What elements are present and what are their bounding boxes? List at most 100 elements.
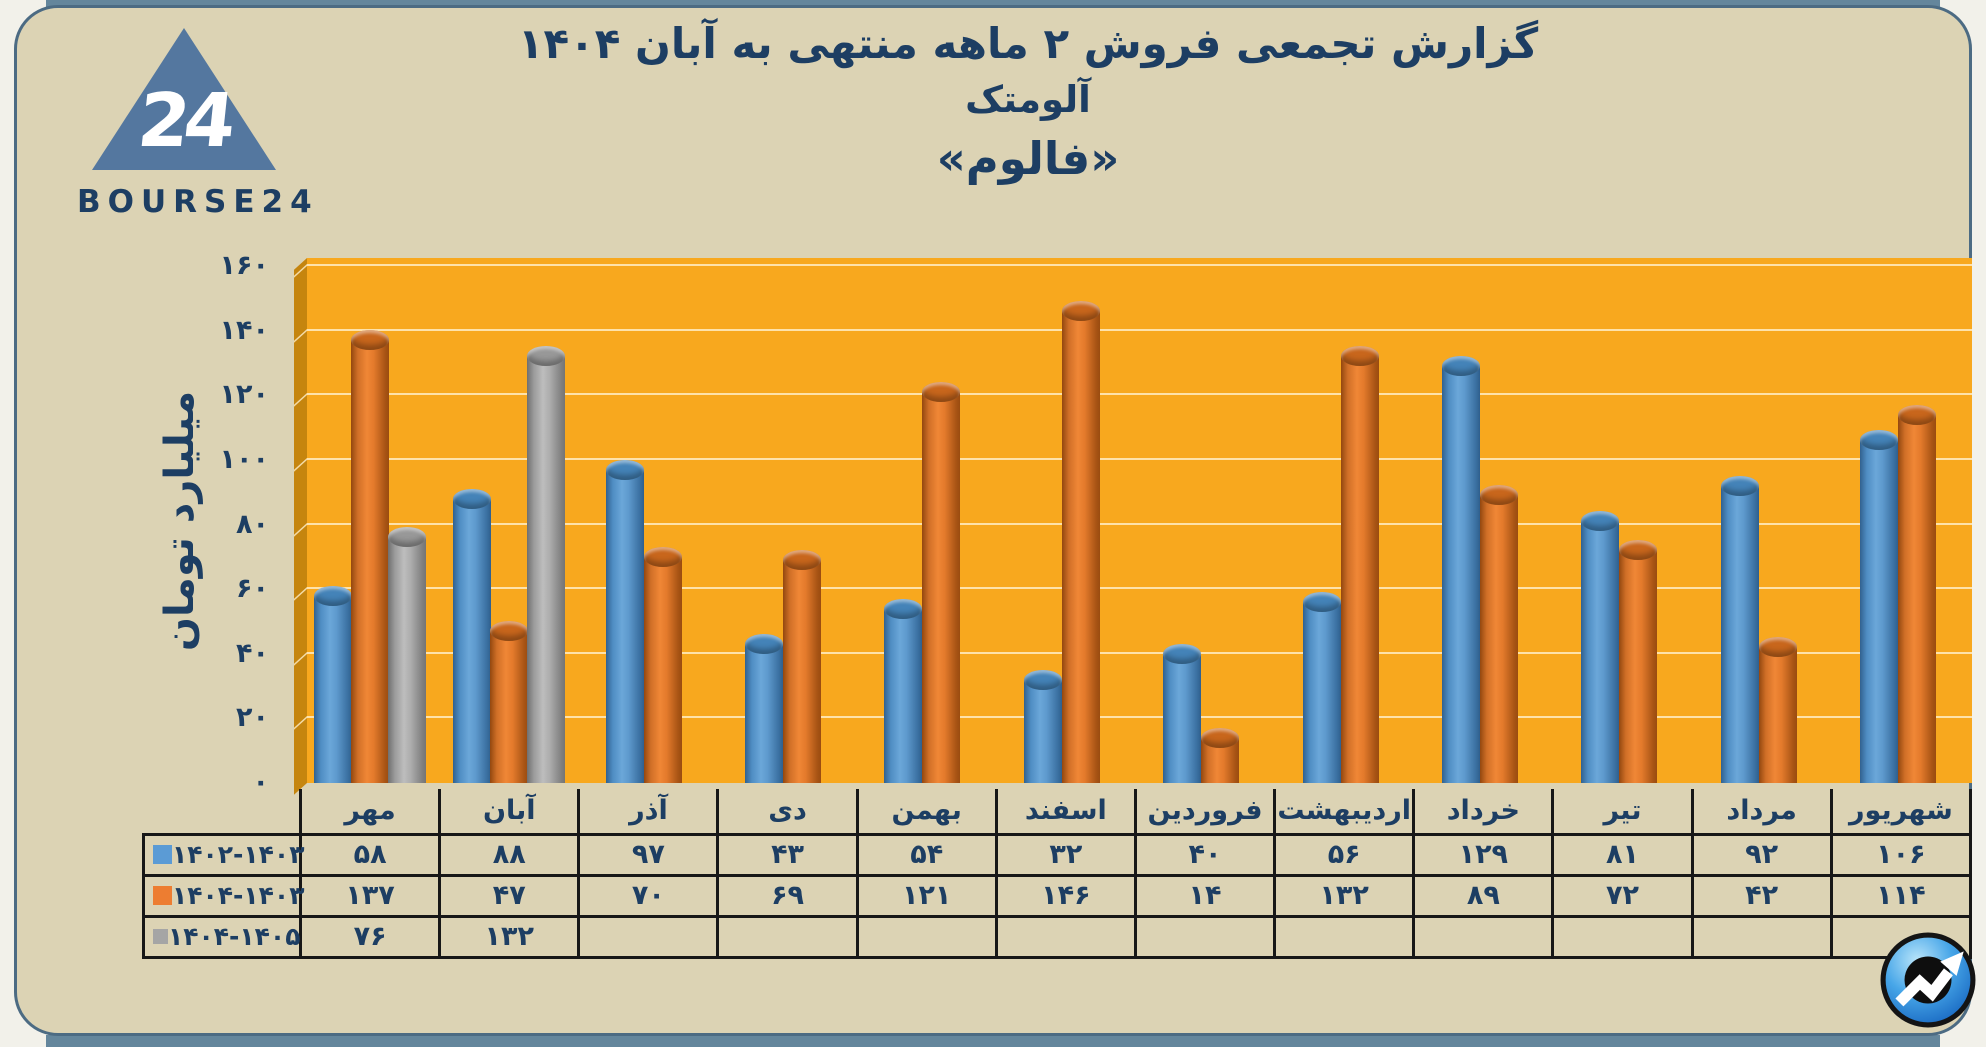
bar-اسفند-۱۴۰۴-۱۴۰۳ bbox=[1062, 301, 1100, 783]
legend-cell: ۱۴۰۴-۱۴۰۳ bbox=[142, 873, 304, 918]
value-cell bbox=[1273, 914, 1416, 959]
series-row-1: ۱۴۰۴-۱۴۰۳ ۱۳۷ ۴۷ ۷۰ ۶۹ ۱۲۱ ۱۴۶ ۱۴ ۱۳۲ ۸۹ ۷۲ ۴۲ ۱۱۴ bbox=[142, 873, 1973, 918]
bar-دی-۱۴۰۴-۱۴۰۳ bbox=[783, 550, 821, 783]
month-header-cell: مهر bbox=[298, 789, 442, 834]
month-header-cell: دی bbox=[716, 789, 859, 834]
bar-مرداد-۱۴۰۴-۱۴۰۳ bbox=[1759, 637, 1797, 783]
gridline bbox=[294, 328, 307, 343]
bar-اردیبهشت-۱۴۰۴-۱۴۰۳ bbox=[1341, 346, 1379, 783]
value-cell bbox=[577, 914, 720, 959]
bar-cap bbox=[314, 586, 352, 606]
bar-cap bbox=[1860, 430, 1898, 450]
gridline bbox=[294, 393, 307, 407]
value-cell: ۵۴ bbox=[855, 832, 998, 877]
plot-side-wall bbox=[294, 258, 307, 795]
value-cell: ۳۲ bbox=[994, 832, 1137, 877]
gridline bbox=[307, 587, 1972, 590]
value-cell bbox=[716, 914, 859, 959]
legend-swatch-icon bbox=[153, 929, 168, 944]
legend-label: ۱۴۰۲-۱۴۰۳ bbox=[172, 840, 305, 869]
bar-cap bbox=[1759, 637, 1797, 657]
bar-cap bbox=[1581, 511, 1619, 531]
gridline bbox=[294, 457, 307, 472]
bar-cap bbox=[644, 547, 682, 567]
month-header-cell: آذر bbox=[577, 789, 720, 834]
value-cell: ۸۸ bbox=[438, 832, 581, 877]
bar-cap bbox=[1898, 405, 1936, 425]
bar-خرداد-۱۴۰۲-۱۴۰۳ bbox=[1442, 356, 1480, 783]
y-tick-label: ۶۰ bbox=[236, 573, 269, 605]
month-header-cell: اسفند bbox=[994, 789, 1137, 834]
month-header-row: مهر آبان آذر دی بهمن اسفند فروردین اردیبهشت خردا… bbox=[144, 789, 1973, 834]
bar-cap bbox=[1721, 476, 1759, 496]
value-cell: ۶۹ bbox=[716, 873, 859, 918]
chart-subtitle-company: آلومتک bbox=[965, 77, 1091, 121]
value-cell bbox=[1690, 914, 1833, 959]
value-cell: ۱۳۷ bbox=[298, 873, 442, 918]
value-cell: ۸۱ bbox=[1551, 832, 1694, 877]
y-tick-label: ۱۶۰ bbox=[219, 250, 269, 281]
y-tick-label: ۱۰۰ bbox=[219, 443, 269, 475]
gridline bbox=[294, 716, 307, 731]
legend-cell: ۱۴۰۴-۱۴۰۵ bbox=[142, 914, 302, 959]
bottom-edge-strip bbox=[46, 1035, 1940, 1047]
bar-cap bbox=[1062, 301, 1100, 321]
bar-cap bbox=[1480, 485, 1518, 505]
y-tick-label: ۱۲۰ bbox=[219, 379, 269, 411]
y-axis-ticks: ۰ ۲۰ ۴۰ ۶۰ ۸۰ ۱۰۰ ۱۲۰ ۱۴۰ ۱۶۰ bbox=[117, 250, 269, 798]
month-header-cell: خرداد bbox=[1412, 789, 1555, 834]
bar-cap bbox=[922, 382, 960, 402]
value-cell: ۹۲ bbox=[1690, 832, 1833, 877]
bar-cap bbox=[1024, 670, 1062, 690]
bar-آبان-۱۴۰۴-۱۴۰۵ bbox=[527, 346, 565, 783]
chart-subtitle-symbol: «فالوم» bbox=[936, 131, 1120, 185]
y-tick-label: ۴۰ bbox=[236, 637, 269, 669]
data-table: مهر آبان آذر دی بهمن اسفند فروردین اردیبهشت خردا… bbox=[142, 789, 1973, 959]
bar-cap bbox=[1341, 346, 1379, 366]
bar-cap bbox=[1163, 644, 1201, 664]
gridline bbox=[307, 264, 1972, 266]
gridline bbox=[294, 264, 307, 278]
legend-label: ۱۴۰۴-۱۴۰۵ bbox=[168, 922, 301, 951]
report-card: 24 BOURSE24 گزارش تجمعی فروش ۲ ماهه منته… bbox=[14, 5, 1976, 1036]
month-header-cell: اردیبهشت bbox=[1273, 789, 1416, 834]
bar-آبان-۱۴۰۴-۱۴۰۳ bbox=[490, 621, 528, 783]
bar-cap bbox=[527, 346, 565, 366]
gridline bbox=[307, 457, 1972, 460]
value-cell: ۱۴ bbox=[1133, 873, 1277, 918]
bar-مهر-۱۴۰۴-۱۴۰۵ bbox=[388, 527, 426, 783]
value-cell bbox=[1412, 914, 1555, 959]
value-cell bbox=[1133, 914, 1277, 959]
bar-cap bbox=[884, 599, 922, 619]
bar-cap bbox=[745, 634, 783, 654]
value-cell: ۴۳ bbox=[716, 832, 859, 877]
bar-آبان-۱۴۰۲-۱۴۰۳ bbox=[453, 489, 491, 783]
logo-triangle-icon: 24 bbox=[92, 28, 276, 180]
value-cell: ۴۲ bbox=[1690, 873, 1833, 918]
gridline bbox=[294, 587, 307, 601]
y-tick-label: ۸۰ bbox=[236, 508, 269, 540]
logo-24-text: 24 bbox=[133, 78, 235, 164]
gridline bbox=[294, 522, 307, 537]
logo-wordmark: BOURSE24 bbox=[77, 184, 319, 220]
gridline bbox=[307, 393, 1972, 396]
legend-swatch-icon bbox=[153, 845, 172, 864]
bar-اردیبهشت-۱۴۰۲-۱۴۰۳ bbox=[1303, 592, 1341, 783]
value-cell: ۱۲۱ bbox=[855, 873, 998, 918]
bar-cap bbox=[1201, 728, 1239, 748]
month-header-cell: تیر bbox=[1551, 789, 1694, 834]
value-cell: ۱۳۲ bbox=[1273, 873, 1416, 918]
y-tick-label: ۰ bbox=[252, 767, 269, 798]
bar-مهر-۱۴۰۲-۱۴۰۳ bbox=[314, 586, 352, 783]
bar-cap bbox=[388, 527, 426, 547]
value-cell: ۴۰ bbox=[1133, 832, 1277, 877]
bar-cap bbox=[1619, 540, 1657, 560]
bar-بهمن-۱۴۰۴-۱۴۰۳ bbox=[922, 382, 960, 783]
bar-آذر-۱۴۰۴-۱۴۰۳ bbox=[644, 547, 682, 783]
bar-مهر-۱۴۰۴-۱۴۰۳ bbox=[351, 330, 389, 783]
bar-تیر-۱۴۰۲-۱۴۰۳ bbox=[1581, 511, 1619, 783]
bar-خرداد-۱۴۰۴-۱۴۰۳ bbox=[1480, 485, 1518, 783]
value-cell: ۱۰۶ bbox=[1829, 832, 1973, 877]
value-cell: ۵۸ bbox=[298, 832, 442, 877]
corner-cell bbox=[144, 789, 301, 834]
